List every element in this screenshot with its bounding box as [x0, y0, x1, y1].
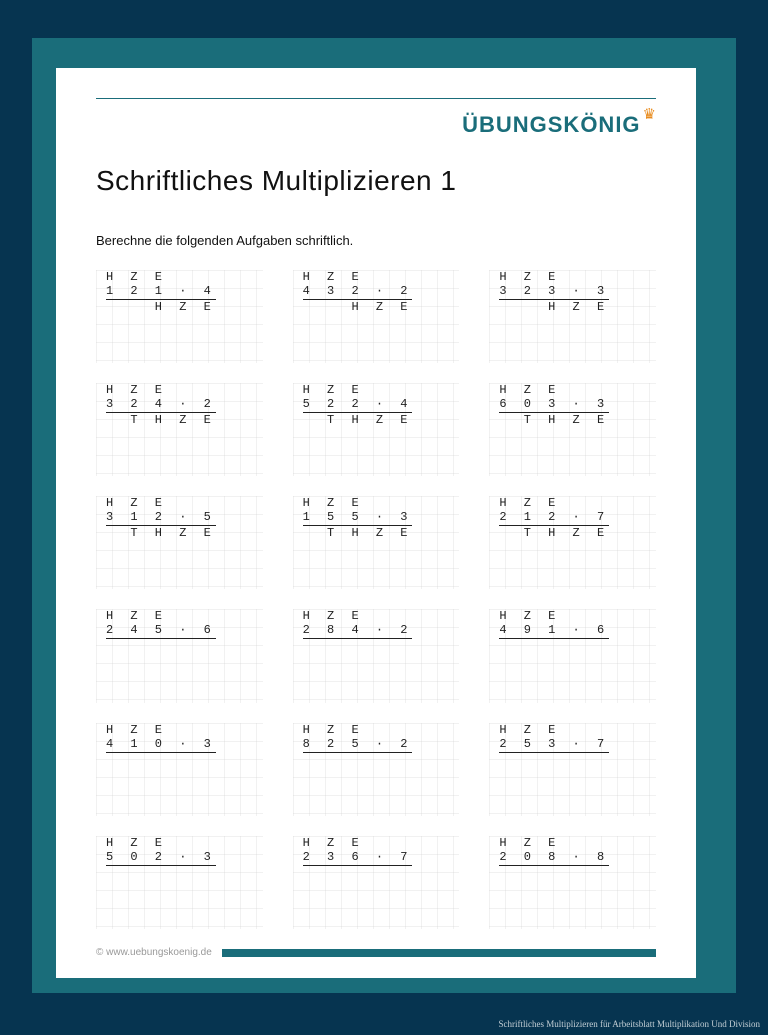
problem-7: H Z E3 1 2 · 5 T H Z E — [96, 496, 263, 589]
multiplication-expression: 2 3 6 · 7 — [303, 850, 460, 864]
problem-11: H Z E2 8 4 · 2 — [293, 609, 460, 702]
problem-12: H Z E4 9 1 · 6 — [489, 609, 656, 702]
result-row: T H Z E — [303, 412, 413, 427]
multiplication-expression: 6 0 3 · 3 — [499, 397, 656, 411]
problem-5: H Z E5 2 2 · 4 T H Z E — [293, 383, 460, 476]
place-value-labels: H Z E — [499, 383, 656, 397]
multiplication-expression: 4 9 1 · 6 — [499, 623, 656, 637]
result-row — [106, 638, 216, 653]
place-value-labels: H Z E — [303, 383, 460, 397]
place-value-labels: H Z E — [499, 496, 656, 510]
problem-1: H Z E1 2 1 · 4 H Z E — [96, 270, 263, 363]
place-value-labels: H Z E — [303, 836, 460, 850]
problem-4: H Z E3 2 4 · 2 T H Z E — [96, 383, 263, 476]
result-row: T H Z E — [499, 525, 609, 540]
multiplication-expression: 2 1 2 · 7 — [499, 510, 656, 524]
problem-2: H Z E4 3 2 · 2 H Z E — [293, 270, 460, 363]
footer-bar — [222, 949, 656, 957]
result-row — [499, 638, 609, 653]
multiplication-expression: 3 1 2 · 5 — [106, 510, 263, 524]
result-row: T H Z E — [499, 412, 609, 427]
multiplication-expression: 1 5 5 · 3 — [303, 510, 460, 524]
place-value-labels: H Z E — [303, 723, 460, 737]
copyright-text: © www.uebungskoenig.de — [96, 947, 212, 958]
problem-18: H Z E2 0 8 · 8 — [489, 836, 656, 929]
multiplication-expression: 2 4 5 · 6 — [106, 623, 263, 637]
place-value-labels: H Z E — [106, 270, 263, 284]
brand-name: ÜBUNGSKÖNIG — [462, 112, 640, 138]
place-value-labels: H Z E — [303, 496, 460, 510]
result-row: T H Z E — [106, 525, 216, 540]
worksheet-paper: ÜBUNGSKÖNIG ♛ Schriftliches Multiplizier… — [56, 68, 696, 978]
result-row: H Z E — [303, 299, 413, 314]
problem-grid: H Z E1 2 1 · 4 H Z EH Z E4 3 2 · 2 H Z E… — [96, 270, 656, 929]
crown-icon: ♛ — [643, 105, 656, 145]
problem-10: H Z E2 4 5 · 6 — [96, 609, 263, 702]
image-caption: Schriftliches Multiplizieren für Arbeits… — [499, 1019, 760, 1029]
result-row — [303, 865, 413, 880]
problem-13: H Z E4 1 0 · 3 — [96, 723, 263, 816]
multiplication-expression: 5 2 2 · 4 — [303, 397, 460, 411]
header-rule — [96, 98, 656, 99]
multiplication-expression: 4 1 0 · 3 — [106, 737, 263, 751]
place-value-labels: H Z E — [499, 270, 656, 284]
result-row — [303, 638, 413, 653]
page-title: Schriftliches Multiplizieren 1 — [96, 165, 656, 197]
place-value-labels: H Z E — [106, 836, 263, 850]
place-value-labels: H Z E — [303, 609, 460, 623]
place-value-labels: H Z E — [106, 383, 263, 397]
result-row: T H Z E — [106, 412, 216, 427]
place-value-labels: H Z E — [106, 723, 263, 737]
place-value-labels: H Z E — [303, 270, 460, 284]
place-value-labels: H Z E — [499, 836, 656, 850]
problem-8: H Z E1 5 5 · 3 T H Z E — [293, 496, 460, 589]
brand-row: ÜBUNGSKÖNIG ♛ — [96, 105, 656, 145]
result-row — [106, 752, 216, 767]
problem-6: H Z E6 0 3 · 3 T H Z E — [489, 383, 656, 476]
multiplication-expression: 1 2 1 · 4 — [106, 284, 263, 298]
problem-16: H Z E5 0 2 · 3 — [96, 836, 263, 929]
result-row: H Z E — [499, 299, 609, 314]
problem-14: H Z E8 2 5 · 2 — [293, 723, 460, 816]
footer: © www.uebungskoenig.de — [96, 947, 656, 958]
result-row: H Z E — [106, 299, 216, 314]
multiplication-expression: 2 8 4 · 2 — [303, 623, 460, 637]
place-value-labels: H Z E — [499, 723, 656, 737]
place-value-labels: H Z E — [499, 609, 656, 623]
instruction-text: Berechne die folgenden Aufgaben schriftl… — [96, 233, 656, 248]
multiplication-expression: 4 3 2 · 2 — [303, 284, 460, 298]
place-value-labels: H Z E — [106, 609, 263, 623]
multiplication-expression: 2 5 3 · 7 — [499, 737, 656, 751]
result-row — [499, 865, 609, 880]
problem-15: H Z E2 5 3 · 7 — [489, 723, 656, 816]
problem-3: H Z E3 2 3 · 3 H Z E — [489, 270, 656, 363]
problem-9: H Z E2 1 2 · 7 T H Z E — [489, 496, 656, 589]
place-value-labels: H Z E — [106, 496, 263, 510]
problem-17: H Z E2 3 6 · 7 — [293, 836, 460, 929]
multiplication-expression: 3 2 3 · 3 — [499, 284, 656, 298]
multiplication-expression: 2 0 8 · 8 — [499, 850, 656, 864]
result-row — [106, 865, 216, 880]
multiplication-expression: 3 2 4 · 2 — [106, 397, 263, 411]
result-row: T H Z E — [303, 525, 413, 540]
result-row — [303, 752, 413, 767]
result-row — [499, 752, 609, 767]
multiplication-expression: 5 0 2 · 3 — [106, 850, 263, 864]
multiplication-expression: 8 2 5 · 2 — [303, 737, 460, 751]
